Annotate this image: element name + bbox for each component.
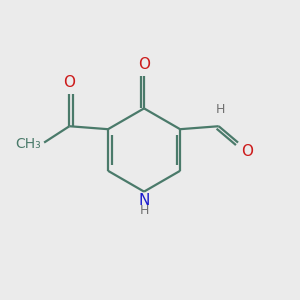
Text: N: N — [138, 193, 150, 208]
Text: O: O — [138, 57, 150, 72]
Text: O: O — [63, 75, 75, 90]
Text: H: H — [140, 204, 149, 217]
Text: H: H — [215, 103, 225, 116]
Text: CH₃: CH₃ — [15, 137, 41, 151]
Text: O: O — [242, 144, 254, 159]
